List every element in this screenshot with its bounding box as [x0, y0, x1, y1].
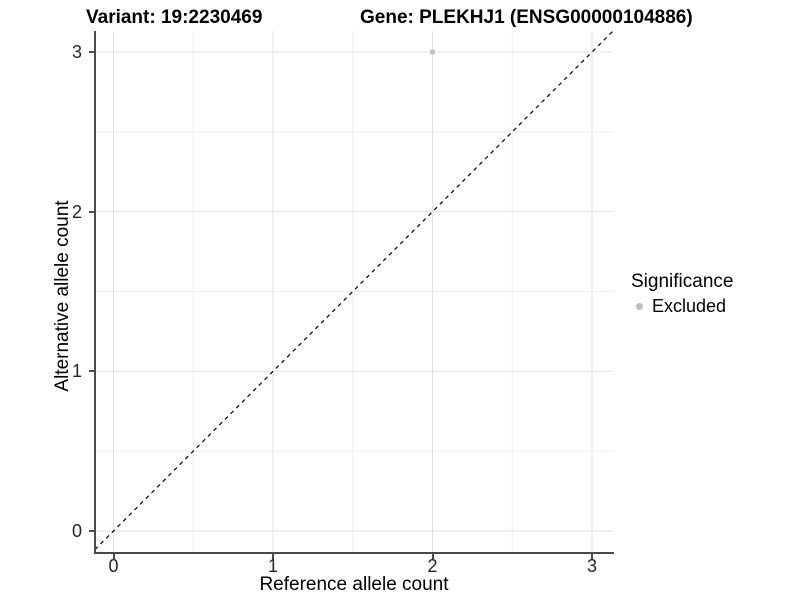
y-tick-label: 2	[71, 201, 82, 222]
y-tick-mark	[89, 210, 94, 213]
x-axis-title: Reference allele count	[259, 574, 449, 595]
x-tick-label: 3	[586, 556, 598, 576]
x-tick-mark	[112, 554, 115, 559]
plot-panel	[95, 31, 613, 553]
plot-title-variant: Variant: 19:2230469	[86, 7, 263, 28]
x-tick-label: 0	[108, 556, 119, 576]
y-tick-mark	[89, 530, 94, 532]
legend-title: Significance	[631, 271, 734, 292]
legend-point-icon	[636, 303, 643, 310]
legend-item-excluded: Excluded	[631, 296, 733, 317]
y-axis-line	[94, 31, 96, 554]
y-tick-label: 3	[71, 42, 82, 63]
plot-area-svg	[95, 31, 613, 553]
plot-title-gene: Gene: PLEKHJ1 (ENSG00000104886)	[360, 7, 693, 28]
y-tick-label: 1	[71, 361, 82, 382]
data-point	[429, 49, 436, 55]
legend: Significance Excluded	[631, 271, 733, 317]
x-axis-line	[94, 552, 614, 554]
y-tick-mark	[89, 370, 94, 373]
x-tick-mark	[272, 554, 274, 559]
x-tick-mark	[431, 554, 434, 559]
legend-item-label: Excluded	[652, 296, 727, 316]
y-tick-mark	[89, 51, 94, 54]
x-tick-label: 2	[427, 556, 438, 576]
identity-dashed-line	[95, 31, 613, 551]
x-tick-label: 1	[267, 556, 279, 576]
y-tick-label: 0	[71, 521, 82, 541]
x-tick-mark	[591, 554, 593, 559]
